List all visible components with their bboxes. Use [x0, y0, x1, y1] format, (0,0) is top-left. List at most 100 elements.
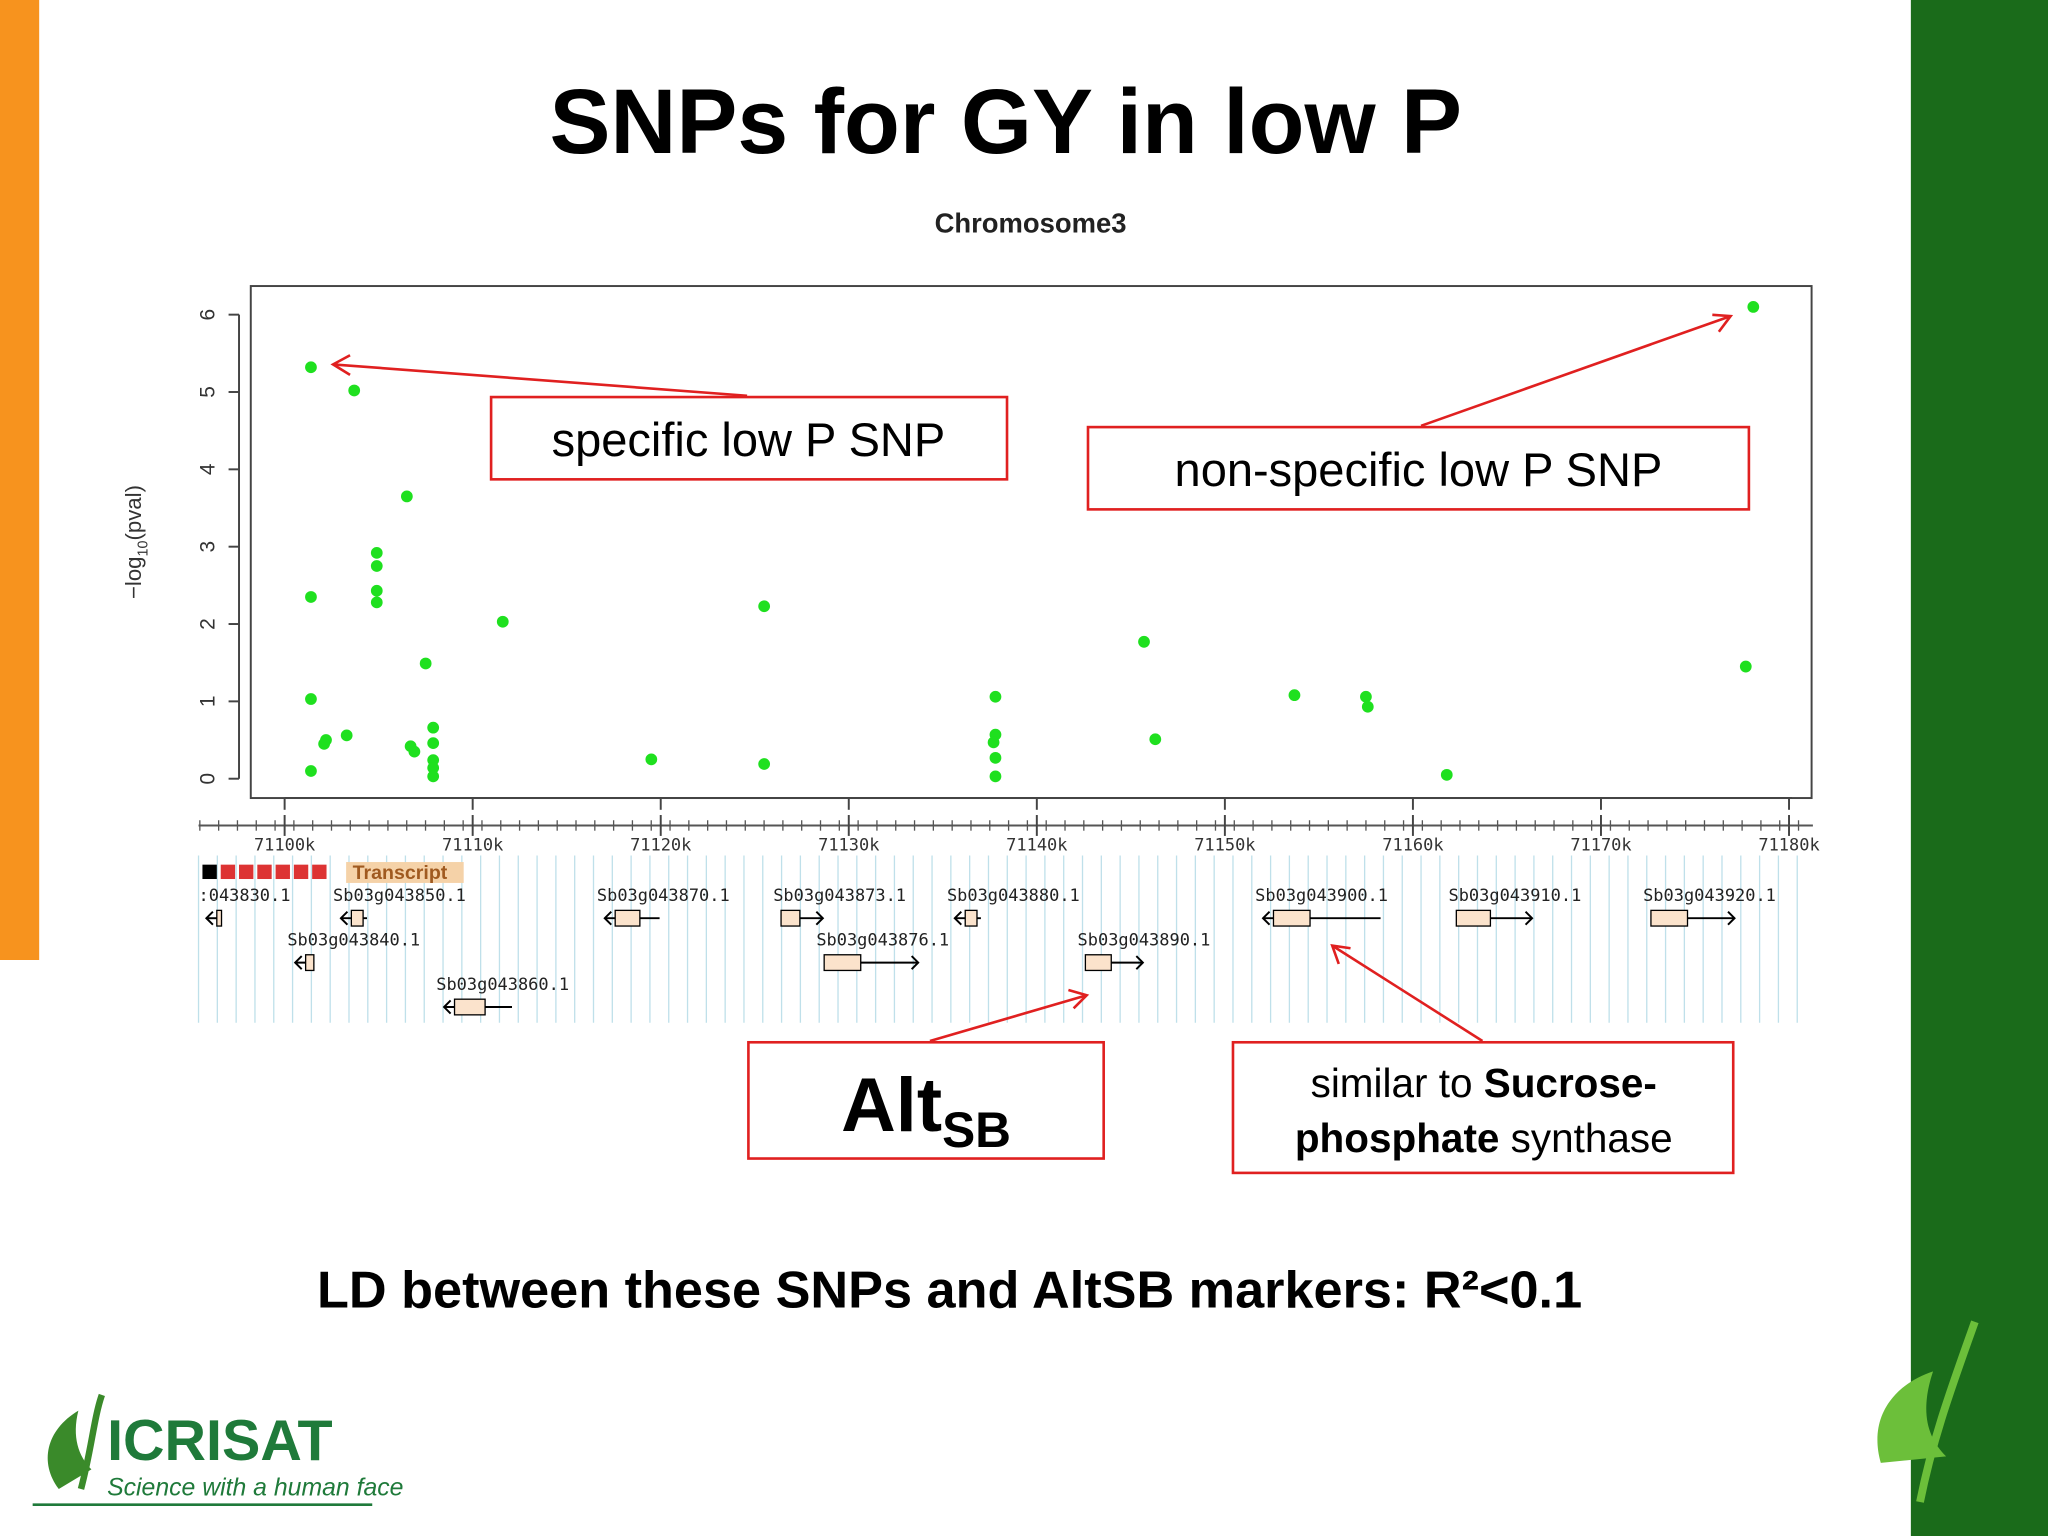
- exon: [1084, 954, 1112, 972]
- snp-point: [305, 361, 317, 374]
- arrows: [330, 313, 1734, 1043]
- strand-arrow: [293, 955, 303, 970]
- strand-arrow: [339, 910, 349, 926]
- x-tick-label: 71140k: [1006, 835, 1067, 855]
- toolbar-icon: [275, 864, 290, 880]
- snp-point: [318, 738, 330, 750]
- exon: [453, 998, 486, 1016]
- text-part: synthase: [1499, 1115, 1672, 1161]
- snp-point: [1360, 690, 1372, 703]
- snp-point: [1288, 689, 1301, 702]
- exon: [964, 909, 978, 927]
- logo: ICRISAT Science with a human face: [32, 1393, 403, 1506]
- text-part: Sucrose-: [1484, 1060, 1657, 1106]
- exon: [1272, 909, 1311, 927]
- snp-point: [370, 596, 383, 609]
- snp-point: [1149, 733, 1162, 746]
- gene-label: Sb03g043910.1: [1448, 886, 1581, 906]
- gene-label: Sb03g043870.1: [597, 886, 730, 906]
- snp-point: [1138, 635, 1150, 648]
- snp-point: [989, 751, 1002, 764]
- gene-label: Sb03g043850.1: [333, 886, 466, 906]
- strand-arrow: [204, 910, 214, 926]
- strand-arrow: [910, 955, 920, 970]
- strand-arrow: [1524, 910, 1534, 926]
- exon: [1455, 909, 1492, 927]
- toolbar-icon: [239, 864, 254, 880]
- orange-bar: [0, 0, 40, 960]
- exon: [304, 954, 315, 972]
- y-tick-label: 4: [196, 464, 219, 476]
- strand-arrow: [1261, 910, 1271, 926]
- annotation-box: [489, 395, 1009, 481]
- snp-point: [348, 384, 361, 397]
- slide-title: SNPs for GY in low P: [549, 71, 1462, 173]
- x-tick-label: 71130k: [818, 835, 879, 855]
- corner-logo: [1877, 1320, 1979, 1503]
- exon: [614, 909, 641, 927]
- annotation: phosphate synthase: [1295, 1115, 1673, 1161]
- exon: [216, 909, 223, 927]
- plot-frame: [249, 285, 1813, 800]
- gene-label: Sb03g043900.1: [1255, 886, 1388, 906]
- track-header: Transcript: [353, 862, 448, 884]
- alt-sub: SB: [942, 1102, 1011, 1158]
- annotation-box: [1231, 1040, 1735, 1175]
- snp-point: [305, 765, 317, 777]
- logo-tagline: Science with a human face: [107, 1475, 403, 1502]
- toolbar-icon: [312, 864, 327, 880]
- annotation-box: [747, 1040, 1105, 1160]
- snp-point: [427, 737, 440, 750]
- exon: [1650, 909, 1689, 927]
- x-tick-label: 71110k: [442, 835, 503, 855]
- snp-point: [427, 721, 440, 734]
- x-tick-label: 71120k: [630, 835, 691, 855]
- annotation: non-specific low P SNP: [1175, 443, 1663, 496]
- x-tick-label: 71160k: [1382, 835, 1443, 855]
- snp-point: [1440, 768, 1453, 781]
- snp-point: [400, 490, 413, 503]
- snp-point: [989, 690, 1002, 703]
- gene-label: Sb03g043876.1: [816, 931, 949, 951]
- alt-main: Alt: [841, 1063, 942, 1148]
- snp-point: [1361, 700, 1374, 713]
- x-tick-label: 71150k: [1194, 835, 1255, 855]
- snp-point: [987, 736, 1000, 749]
- y-tick-label: 1: [196, 696, 219, 708]
- snp-point: [427, 770, 440, 783]
- snp-point: [370, 546, 383, 559]
- text-part: phosphate: [1295, 1115, 1500, 1161]
- annotation: AltSB: [841, 1063, 1011, 1158]
- gene-label: Sb03g043860.1: [436, 975, 569, 995]
- snp-point: [758, 758, 771, 770]
- y-tick-label: 0: [196, 773, 219, 785]
- y-tick-label: 5: [196, 386, 219, 398]
- snp-point: [989, 770, 1002, 783]
- strand-arrow: [603, 910, 612, 926]
- y-tick-label: 6: [196, 309, 219, 321]
- gene-label: Sb03g043840.1: [287, 931, 420, 951]
- x-tick-label: 71100k: [254, 835, 315, 855]
- chart-title: Chromosome3: [935, 207, 1127, 238]
- snp-point: [340, 729, 353, 742]
- annotation-box: [1086, 425, 1751, 511]
- gene-label: :043830.1: [199, 886, 291, 906]
- toolbar-icon: [220, 864, 236, 880]
- exon: [350, 909, 364, 927]
- text-part: similar to: [1311, 1060, 1484, 1106]
- snp-point: [370, 560, 383, 572]
- snp-point: [1747, 301, 1760, 313]
- toolbar-icon: [202, 864, 217, 880]
- strand-arrow: [1727, 910, 1736, 926]
- gene-label: Sb03g043890.1: [1078, 931, 1211, 951]
- snp-point: [305, 591, 317, 603]
- y-axis-label: −log10(pval): [121, 485, 152, 599]
- strand-arrow: [1135, 955, 1145, 970]
- strand-arrow: [442, 999, 452, 1015]
- gene-track: 71100k 71110k 71120k 71130k 71140k 71150k 7116…: [197, 815, 1820, 1023]
- snp-point: [496, 615, 509, 628]
- strand-arrow: [815, 910, 825, 926]
- header-bg: [346, 862, 464, 883]
- y-label-part: (pval): [121, 485, 146, 540]
- strand-arrow: [953, 910, 962, 926]
